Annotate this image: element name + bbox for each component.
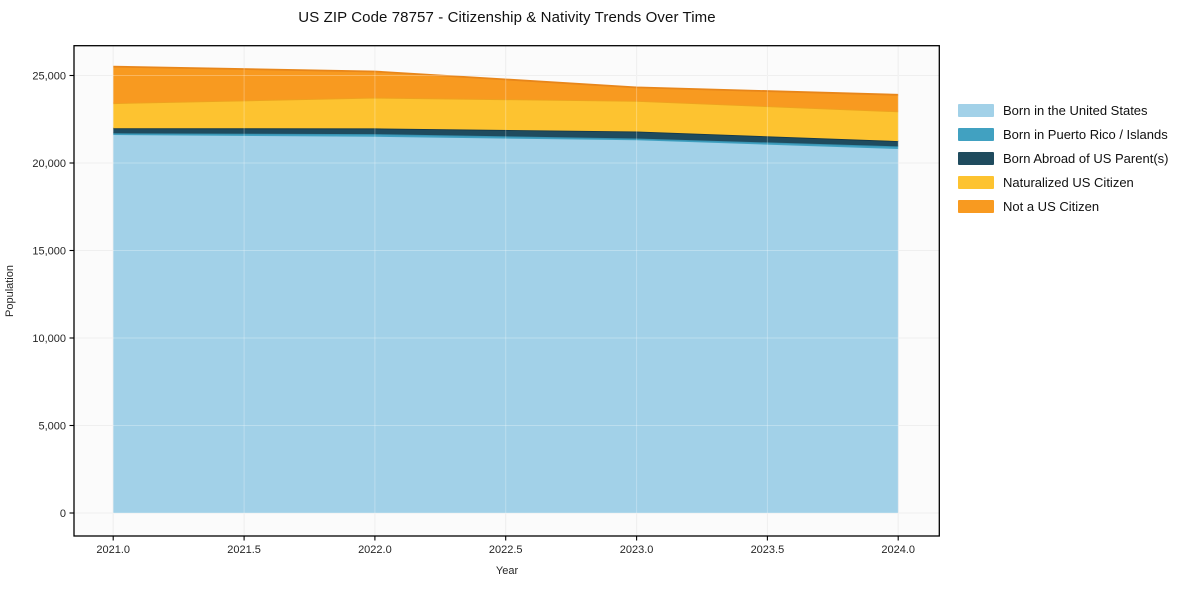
legend-swatch <box>958 175 994 189</box>
x-tick-label: 2023.5 <box>751 544 785 556</box>
plot-frame <box>73 45 940 537</box>
x-tick-label: 2021.5 <box>227 544 261 556</box>
legend-swatch <box>958 151 994 165</box>
legend-item: Naturalized US Citizen <box>958 174 1168 190</box>
area-naturalized-us-citizen <box>113 97 899 142</box>
x-tick-label: 2023.0 <box>620 544 654 556</box>
y-tick-label: 10,000 <box>32 333 66 345</box>
legend-swatch <box>958 127 994 141</box>
y-tick-label: 25,000 <box>32 71 66 83</box>
chart-title: US ZIP Code 78757 - Citizenship & Nativi… <box>298 9 716 26</box>
legend-label: Born in Puerto Rico / Islands <box>1003 126 1168 142</box>
y-axis-label: Population <box>4 265 16 317</box>
y-tick-label: 0 <box>60 508 66 520</box>
area-born-in-the-united-states <box>113 135 899 513</box>
legend: Born in the United States Born in Puerto … <box>958 102 1169 214</box>
legend-swatch <box>958 199 994 213</box>
y-tick-label: 20,000 <box>32 158 66 170</box>
legend-label: Naturalized US Citizen <box>1003 174 1134 190</box>
x-tick-label: 2021.0 <box>96 544 130 556</box>
area-edge-not-a-us-citizen <box>113 65 899 96</box>
legend-item: Born Abroad of US Parent(s) <box>958 150 1169 166</box>
legend-item: Born in the United States <box>958 102 1168 118</box>
x-tick-label: 2022.0 <box>358 544 392 556</box>
area-born-abroad-of-us-parent-s- <box>113 128 899 147</box>
y-tick-label: 15,000 <box>32 246 66 258</box>
legend-item: Born in Puerto Rico / Islands <box>958 126 1168 142</box>
legend-item: Not a US Citizen <box>958 198 1168 214</box>
x-tick-label: 2024.0 <box>881 544 915 556</box>
legend-label: Born in the United States <box>1003 102 1148 118</box>
legend-swatch <box>958 103 994 117</box>
legend-label: Born Abroad of US Parent(s) <box>1003 150 1169 166</box>
legend-label: Not a US Citizen <box>1003 198 1100 214</box>
y-tick-label: 5,000 <box>38 421 66 433</box>
x-axis-label: Year <box>495 565 519 577</box>
x-tick-label: 2022.5 <box>489 544 523 556</box>
area-not-a-us-citizen <box>113 66 899 112</box>
